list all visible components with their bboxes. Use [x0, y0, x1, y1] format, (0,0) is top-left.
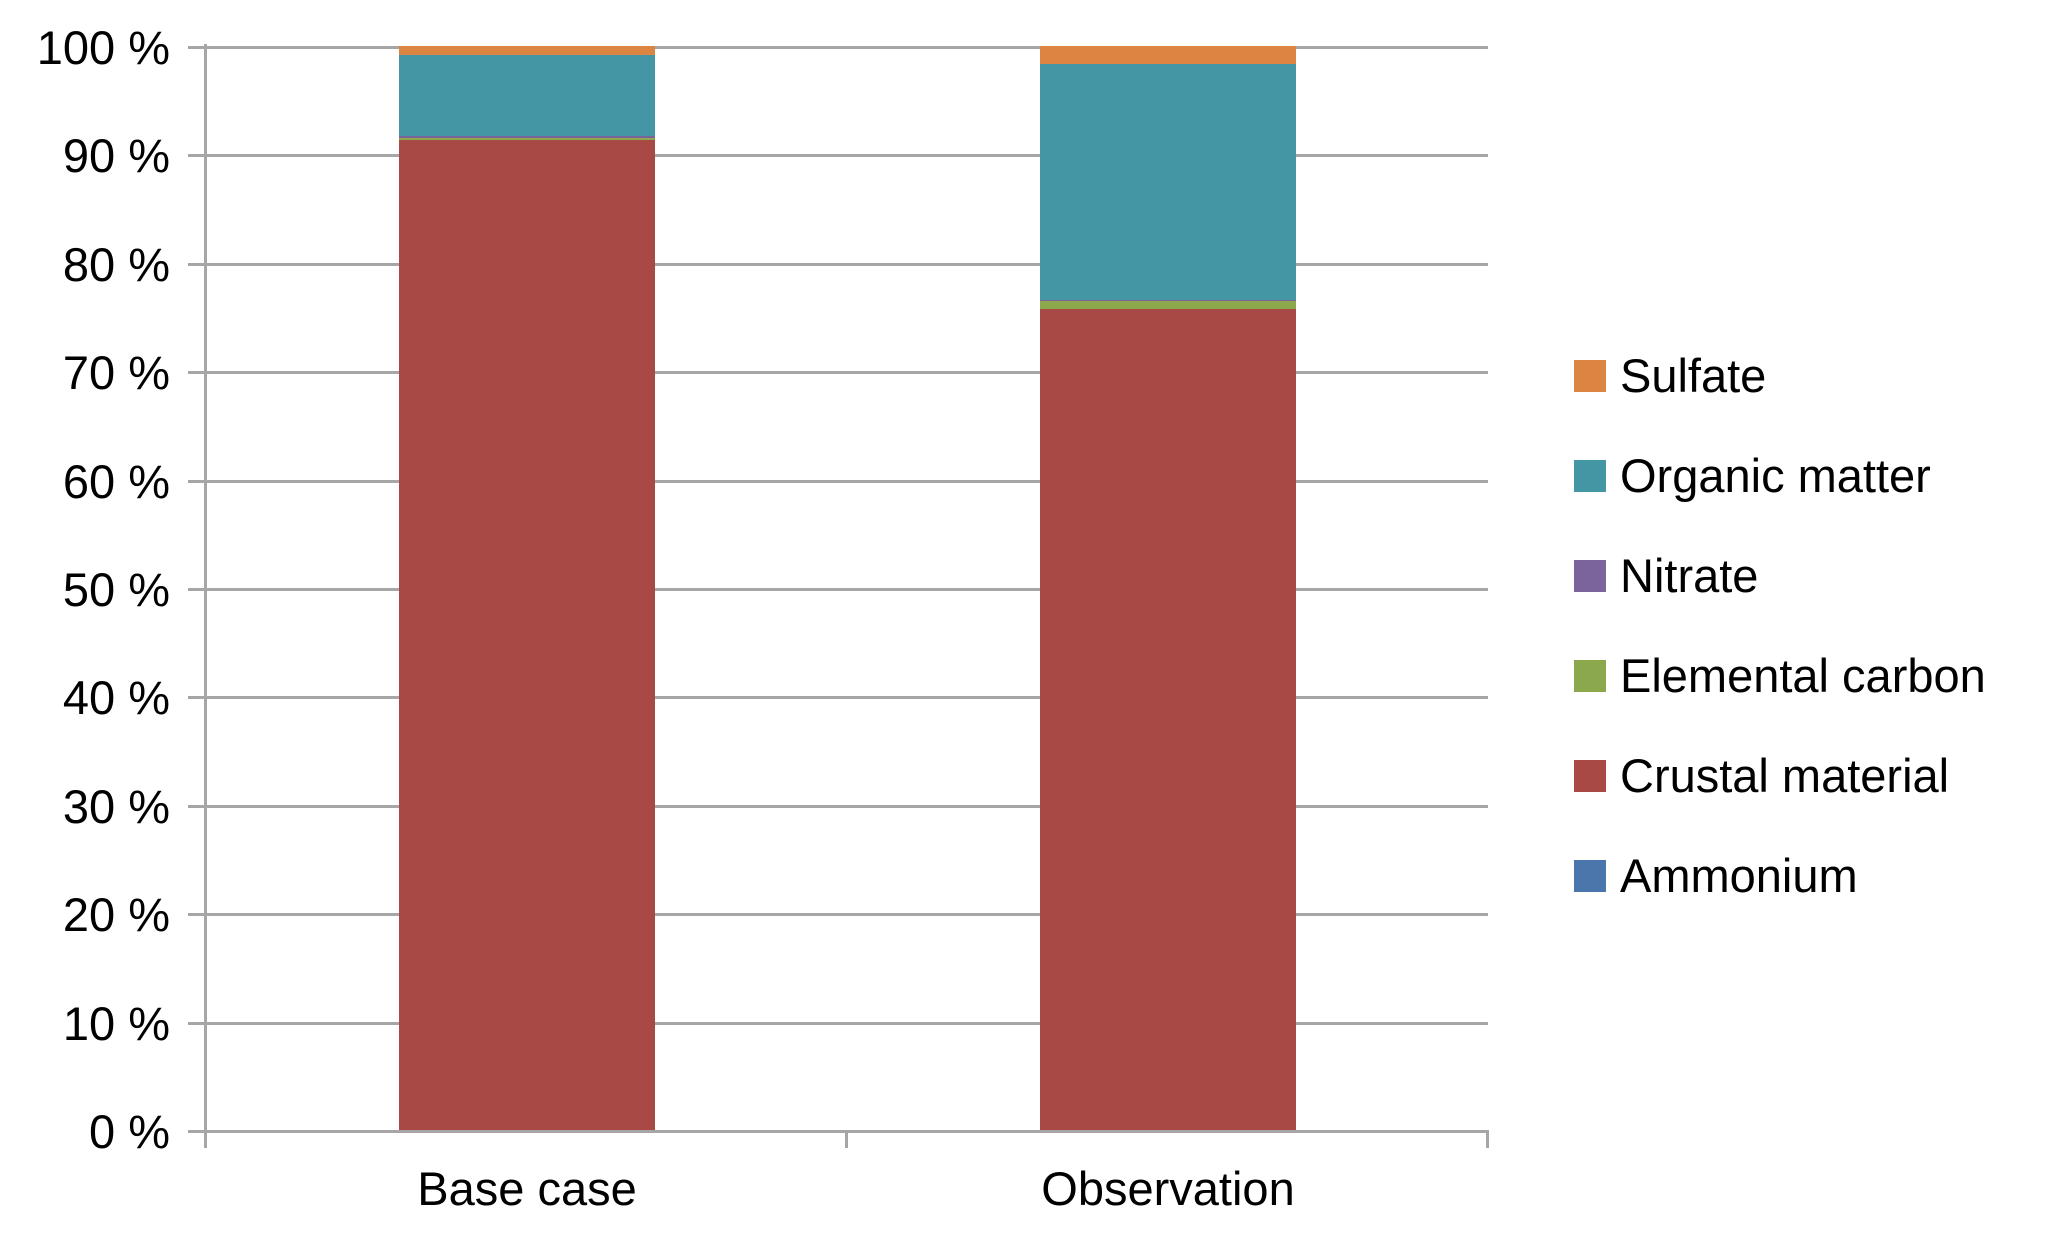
y-axis-tick [188, 913, 206, 916]
gridline [206, 588, 1488, 591]
gridline [206, 263, 1488, 266]
bar-base-case [399, 46, 655, 1130]
y-axis-tick [188, 696, 206, 699]
y-axis-tick [188, 263, 206, 266]
gridline [206, 46, 1488, 49]
y-axis-tick [188, 588, 206, 591]
legend-swatch [1574, 560, 1606, 592]
bar-segment-sulfate [399, 46, 655, 55]
plot-area [206, 46, 1488, 1133]
legend-swatch [1574, 760, 1606, 792]
gridline [206, 805, 1488, 808]
y-axis-tick-label: 90 % [62, 128, 170, 182]
y-axis-tick [188, 46, 206, 49]
bar-segment-nitrate [399, 135, 655, 139]
legend-item-nitrate: Nitrate [1574, 549, 1759, 602]
y-axis-tick-label: 20 % [62, 887, 170, 941]
gridline [206, 480, 1488, 483]
y-axis-tick [188, 371, 206, 374]
y-axis-line [204, 44, 207, 1148]
bar-segment-nitrate [1040, 299, 1296, 301]
y-axis-tick-label: 70 % [62, 345, 170, 399]
legend-label: Ammonium [1620, 849, 1858, 902]
x-axis-tick [1486, 1130, 1489, 1148]
y-axis-tick [188, 805, 206, 808]
legend-item-ammonium: Ammonium [1574, 849, 1858, 902]
bar-observation [1040, 46, 1296, 1130]
y-axis-tick-label: 60 % [62, 454, 170, 508]
gridline [206, 371, 1488, 374]
y-axis-tick-label: 40 % [62, 670, 170, 724]
bar-segment-crustal-material [399, 140, 655, 1130]
y-axis-tick [188, 154, 206, 157]
gridline [206, 1022, 1488, 1025]
x-axis-label-base-case: Base case [417, 1162, 637, 1215]
legend-item-organic-matter: Organic matter [1574, 449, 1931, 502]
bar-segment-organic-matter [399, 54, 655, 136]
y-axis-tick-label: 100 % [36, 20, 170, 74]
legend-label: Sulfate [1620, 349, 1767, 402]
gridline [206, 154, 1488, 157]
gridline [206, 696, 1488, 699]
legend-item-crustal-material: Crustal material [1574, 749, 1950, 802]
legend-swatch [1574, 360, 1606, 392]
legend-swatch [1574, 860, 1606, 892]
x-axis-tick [845, 1130, 848, 1148]
legend-swatch [1574, 660, 1606, 692]
bar-segment-sulfate [1040, 46, 1296, 65]
bar-segment-elemental-carbon [399, 138, 655, 141]
legend-item-sulfate: Sulfate [1574, 349, 1767, 402]
y-axis-tick-label: 30 % [62, 779, 170, 833]
bar-segment-elemental-carbon [1040, 300, 1296, 310]
y-axis-tick-label: 80 % [62, 237, 170, 291]
legend-label: Elemental carbon [1620, 649, 1986, 702]
y-axis-tick-label: 10 % [62, 996, 170, 1050]
y-axis-tick [188, 1130, 206, 1133]
legend-label: Nitrate [1620, 549, 1759, 602]
y-axis-tick-label: 50 % [62, 562, 170, 616]
y-axis-tick [188, 480, 206, 483]
y-axis-tick [188, 1022, 206, 1025]
x-axis-label-observation: Observation [1041, 1162, 1295, 1215]
legend-swatch [1574, 460, 1606, 492]
legend-item-elemental-carbon: Elemental carbon [1574, 649, 1986, 702]
legend-label: Crustal material [1620, 749, 1950, 802]
bar-segment-crustal-material [1040, 309, 1296, 1130]
legend-label: Organic matter [1620, 449, 1931, 502]
gridline [206, 913, 1488, 916]
y-axis-tick-label: 0 % [89, 1104, 170, 1158]
bar-segment-organic-matter [1040, 64, 1296, 300]
